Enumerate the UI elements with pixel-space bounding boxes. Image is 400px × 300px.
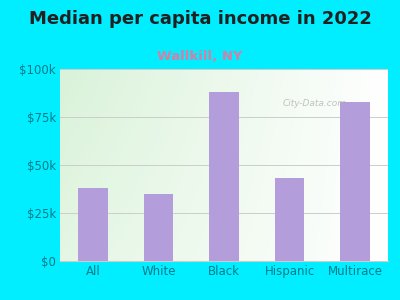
Bar	[209, 92, 239, 261]
Text: Median per capita income in 2022: Median per capita income in 2022	[28, 11, 372, 28]
Bar	[275, 178, 304, 261]
Text: City-Data.com: City-Data.com	[283, 99, 347, 108]
Text: Wallkill, NY: Wallkill, NY	[157, 50, 243, 62]
Bar	[340, 102, 370, 261]
Bar	[144, 194, 173, 261]
Bar	[78, 188, 108, 261]
